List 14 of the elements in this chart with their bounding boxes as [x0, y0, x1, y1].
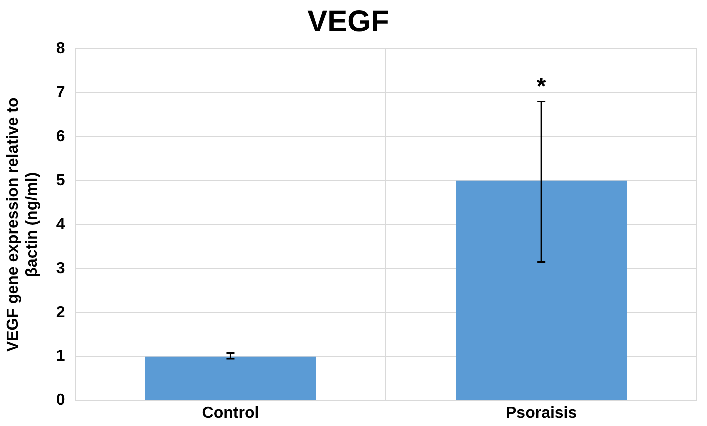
y-tick-label: 3: [56, 260, 66, 278]
y-tick-label: 6: [56, 128, 66, 146]
y-tick-label: 2: [56, 304, 66, 322]
chart-title: VEGF: [308, 5, 390, 38]
y-tick-label: 4: [56, 216, 66, 234]
y-axis-title: VEGF gene expression relative to βactin (ng/ml): [5, 98, 42, 352]
y-tick-label: 0: [56, 392, 66, 410]
annotation: *: [536, 73, 547, 100]
y-tick-label: 5: [56, 172, 66, 190]
y-tick-label: 8: [56, 40, 66, 58]
x-tick-label: Control: [202, 404, 260, 422]
y-tick-label: 7: [56, 84, 66, 102]
x-tick-label: Psoraisis: [506, 404, 578, 422]
y-tick-label: 1: [56, 348, 66, 366]
